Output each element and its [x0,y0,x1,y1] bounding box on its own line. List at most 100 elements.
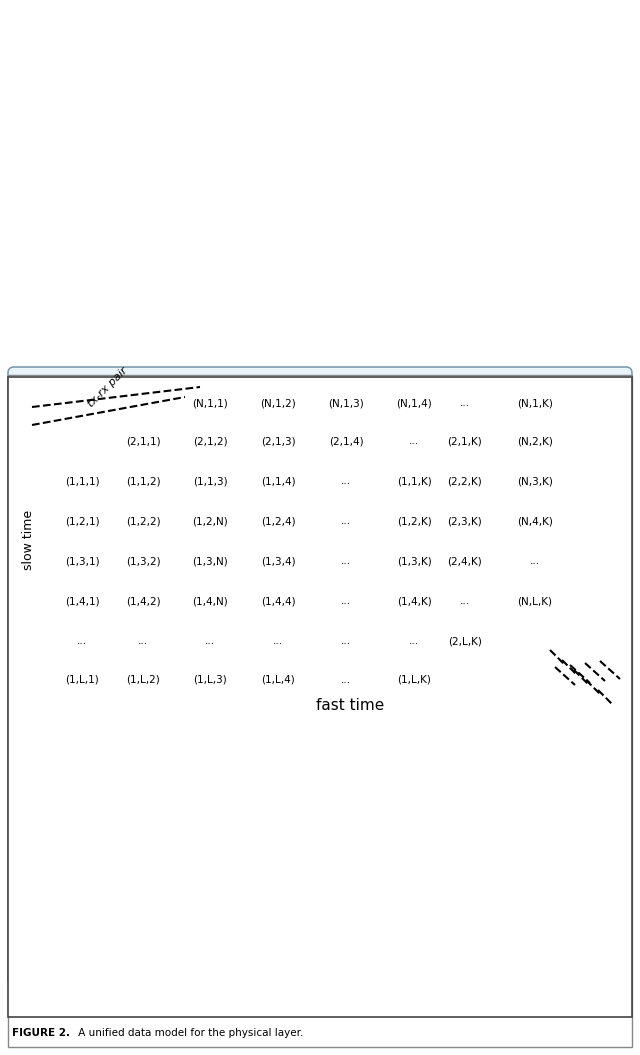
Text: (1,L,2): (1,L,2) [126,675,160,685]
Text: (2,L,K): (2,L,K) [448,636,482,646]
Text: (2,4,K): (2,4,K) [447,556,483,565]
Text: (N,1,K): (N,1,K) [517,398,553,408]
Text: ...: ... [138,636,148,646]
FancyBboxPatch shape [150,768,280,818]
Text: (1,4,1): (1,4,1) [65,596,99,606]
FancyBboxPatch shape [24,910,109,965]
Bar [185,419,625,459]
Bar [8,377,632,1017]
Text: Pose
estimation: Pose estimation [397,479,453,501]
Text: ToF: ToF [369,926,387,936]
Text: ...: ... [409,436,419,446]
Text: (1,L,3): (1,L,3) [193,675,227,685]
Text: (2,1,1): (2,1,1) [125,436,160,446]
Text: tx-rx pair: tx-rx pair [86,365,130,408]
Text: (1,2,2): (1,2,2) [125,516,160,526]
Text: (N,1,1): (N,1,1) [192,398,228,408]
Text: (2,1,K): (2,1,K) [447,436,483,446]
Text: (1,L,1): (1,L,1) [65,675,99,685]
Text: (1,2,1): (1,2,1) [65,516,99,526]
Text: ...: ... [530,556,540,565]
Text: (1,L,4): (1,L,4) [261,675,295,685]
Text: (1,2,N): (1,2,N) [192,516,228,526]
Text: ...: ... [409,636,419,646]
Text: (1,3,4): (1,3,4) [260,556,295,565]
Text: A unified data model for the physical layer.: A unified data model for the physical la… [75,1028,303,1038]
Text: ...: ... [341,636,351,646]
FancyBboxPatch shape [437,912,497,950]
Text: A layered framework for deep RF sensing.: A layered framework for deep RF sensing. [78,989,300,999]
Text: (1,1,K): (1,1,K) [397,476,431,486]
Text: AoA: AoA [276,926,298,936]
FancyBboxPatch shape [255,912,320,950]
Text: (2,2,K): (2,2,K) [447,476,483,486]
Text: ...: ... [460,398,470,408]
FancyBboxPatch shape [340,665,455,710]
Bar [530,377,625,667]
Text: Temporal feature
extraction: Temporal feature extraction [330,782,424,804]
Text: ...: ... [341,596,351,606]
Text: ...: ... [460,596,470,606]
FancyBboxPatch shape [16,733,624,865]
Text: Dimensionality
reduction: Dimensionality reduction [39,820,117,842]
Text: Transfer
learning: Transfer learning [371,582,414,603]
Bar [193,381,627,419]
FancyBboxPatch shape [16,872,624,977]
Text: (1,1,1): (1,1,1) [65,476,99,486]
FancyBboxPatch shape [340,570,445,615]
Text: ...: ... [341,675,351,685]
Bar [527,382,627,665]
FancyBboxPatch shape [310,768,445,818]
FancyBboxPatch shape [16,535,624,725]
FancyBboxPatch shape [8,367,632,985]
Text: ...: ... [205,636,215,646]
FancyBboxPatch shape [16,377,624,525]
Text: HCF: HCF [456,926,478,936]
Text: Doppler: Doppler [265,950,309,959]
FancyBboxPatch shape [45,640,160,701]
Bar [8,1001,632,1047]
Text: (1,3,1): (1,3,1) [65,556,99,565]
Text: (N,3,K): (N,3,K) [517,476,553,486]
FancyBboxPatch shape [255,935,320,973]
FancyBboxPatch shape [260,425,360,515]
Text: RF data
tensor: RF data tensor [45,927,88,948]
Text: Zero-shot
learning: Zero-shot learning [232,582,283,603]
Text: (1,1,3): (1,1,3) [193,476,227,486]
Bar [185,379,625,419]
Text: Localization: Localization [49,485,111,495]
Text: ...: ... [341,476,351,486]
FancyBboxPatch shape [348,912,408,950]
Text: Application layer: Application layer [261,382,379,396]
FancyBboxPatch shape [135,899,225,937]
FancyBboxPatch shape [468,772,563,810]
Bar [465,423,528,665]
FancyBboxPatch shape [24,555,189,720]
Text: (1,3,2): (1,3,2) [125,556,160,565]
Text: (1,4,2): (1,4,2) [125,596,160,606]
FancyBboxPatch shape [225,825,335,857]
FancyBboxPatch shape [375,425,475,515]
Text: Generalization layer: Generalization layer [250,540,390,554]
Text: ...: ... [341,516,351,526]
Text: (1,3,K): (1,3,K) [397,556,431,565]
Text: Teacher-student
network: Teacher-student network [221,677,304,698]
FancyBboxPatch shape [205,665,320,710]
Text: ...: ... [77,636,87,646]
Text: (1,4,4): (1,4,4) [260,596,295,606]
Text: ...: ... [341,556,351,565]
Text: GAN: GAN [89,664,115,676]
Text: (1,4,K): (1,4,K) [397,596,431,606]
Text: Data adaptation: Data adaptation [61,558,152,568]
Text: (1,2,4): (1,2,4) [260,516,295,526]
Text: fast time: fast time [316,697,384,712]
Text: (N,1,3): (N,1,3) [328,398,364,408]
Text: Meta learning: Meta learning [492,588,563,598]
Text: (1,1,2): (1,1,2) [125,476,160,486]
Text: Telecom
application: Telecom application [511,479,569,501]
FancyBboxPatch shape [475,665,565,710]
Text: HCF: HCF [509,683,531,693]
Text: Spatial feature
extraction: Spatial feature extraction [173,782,256,804]
Text: (2,1,2): (2,1,2) [193,436,227,446]
Text: (1,3,N): (1,3,N) [192,556,228,565]
